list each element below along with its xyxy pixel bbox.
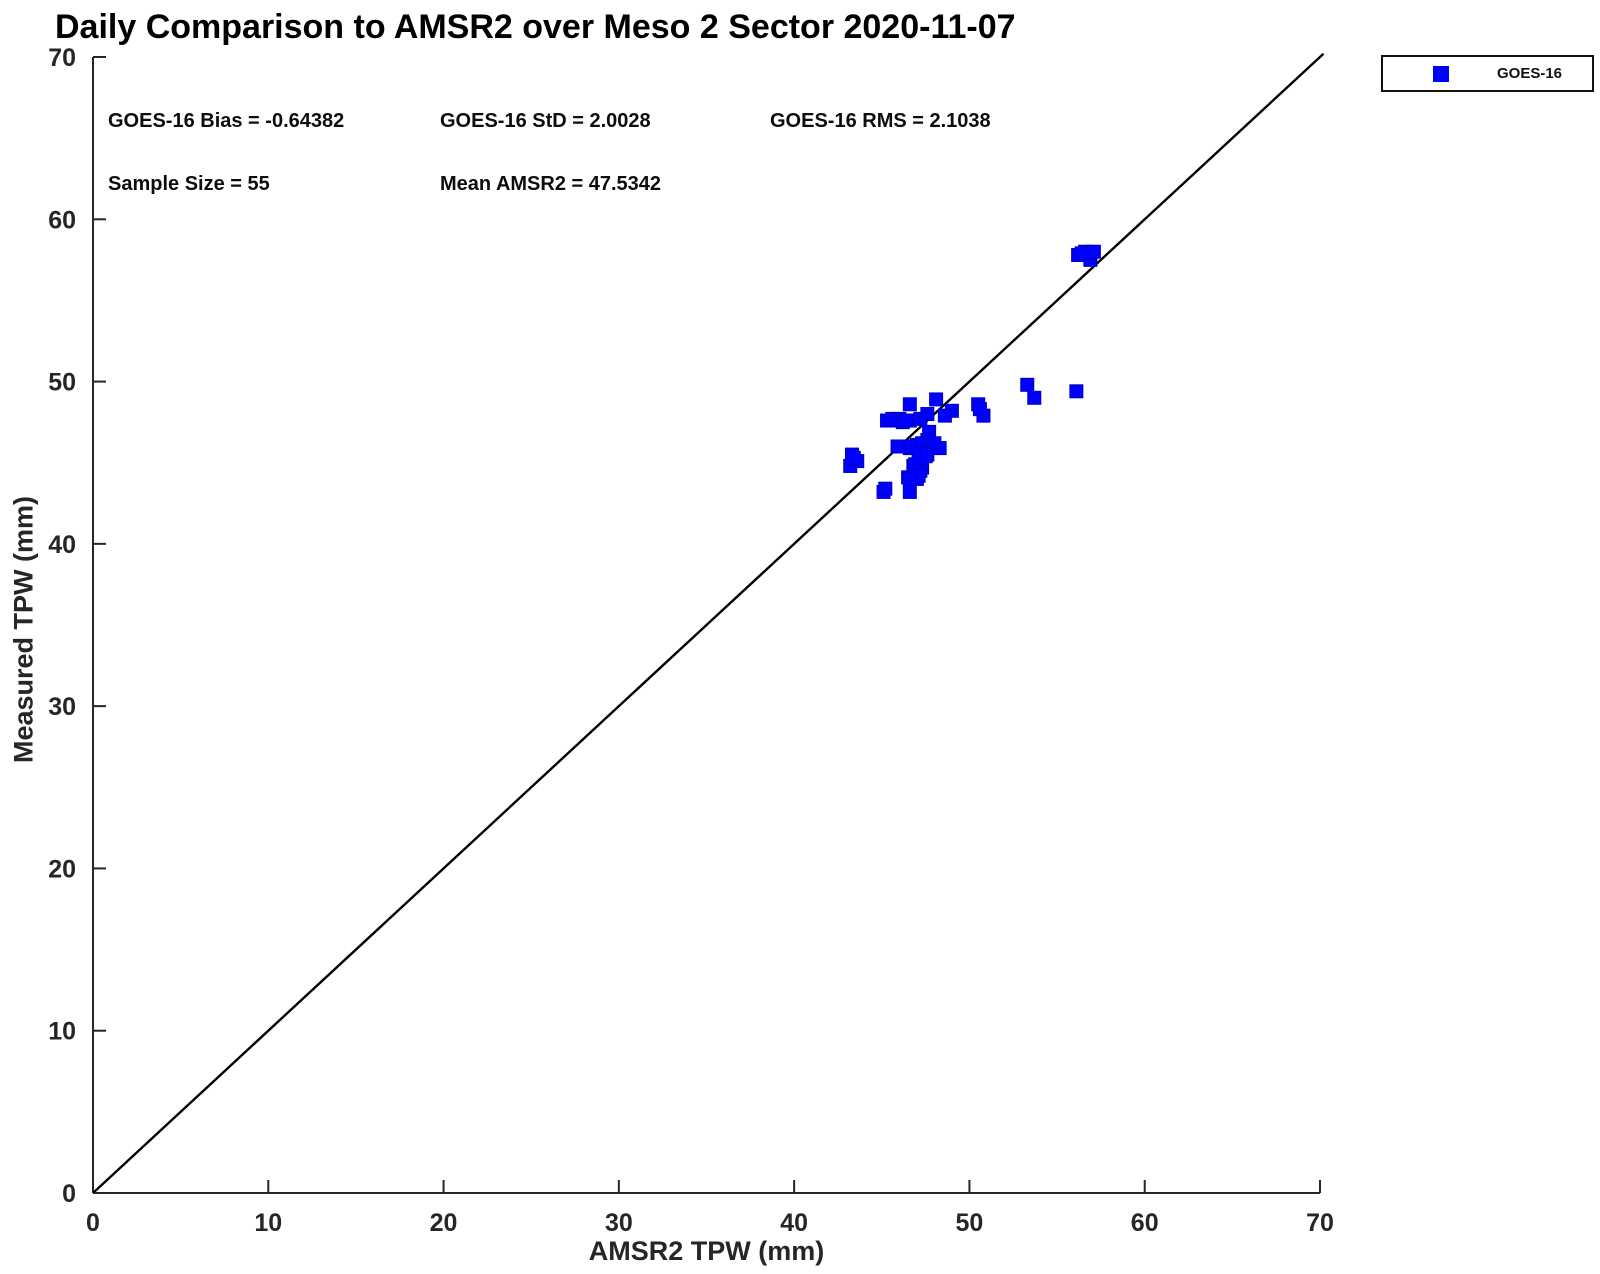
x-tick-label: 10 <box>254 1209 282 1237</box>
data-point <box>972 402 987 417</box>
stat-std: GOES-16 StD = 2.0028 <box>440 110 651 132</box>
data-point <box>927 436 942 451</box>
stat-bias: GOES-16 Bias = -0.64382 <box>108 110 345 132</box>
data-point <box>1086 244 1101 259</box>
data-point <box>902 397 917 412</box>
stat-mean-amsr2: Mean AMSR2 = 47.5342 <box>440 173 662 195</box>
y-tick-label: 30 <box>48 693 76 721</box>
data-point <box>1074 246 1089 261</box>
y-tick-label: 60 <box>48 206 76 234</box>
data-point <box>890 439 905 454</box>
x-tick-label: 0 <box>86 1209 100 1237</box>
x-tick-label: 50 <box>956 1209 984 1237</box>
data-point <box>902 471 917 486</box>
x-tick-label: 30 <box>605 1209 633 1237</box>
x-axis-label: AMSR2 TPW (mm) <box>588 1236 825 1266</box>
x-tick-label: 20 <box>430 1209 458 1237</box>
y-tick-label: 10 <box>48 1018 76 1046</box>
y-tick-label: 0 <box>62 1180 76 1208</box>
data-point <box>902 484 917 499</box>
data-point <box>920 447 935 462</box>
data-point <box>899 413 914 428</box>
y-axis-label: Measured TPW (mm) <box>8 495 39 764</box>
y-tick-label: 50 <box>48 369 76 397</box>
legend-marker-square-icon <box>1433 65 1449 82</box>
data-point <box>1020 377 1035 392</box>
data-point <box>1027 390 1042 405</box>
stat-sample-size: Sample Size = 55 <box>108 173 270 195</box>
x-tick-label: 40 <box>780 1209 808 1237</box>
y-tick-label: 70 <box>48 44 76 72</box>
stat-rms: GOES-16 RMS = 2.1038 <box>770 110 991 132</box>
legend: GOES-16 <box>1381 55 1594 92</box>
data-point <box>878 481 893 496</box>
legend-label: GOES-16 <box>1497 65 1563 82</box>
x-tick-label: 70 <box>1306 1209 1334 1237</box>
y-tick-label: 20 <box>48 855 76 883</box>
data-point <box>846 450 861 465</box>
identity-line <box>92 52 1325 1194</box>
y-tick-label: 40 <box>48 531 76 559</box>
data-point <box>937 408 952 423</box>
x-tick-label: 60 <box>1131 1209 1159 1237</box>
data-point <box>913 411 928 426</box>
chart-title: Daily Comparison to AMSR2 over Meso 2 Se… <box>55 8 1016 46</box>
data-point <box>1069 384 1084 399</box>
data-point <box>929 392 944 407</box>
